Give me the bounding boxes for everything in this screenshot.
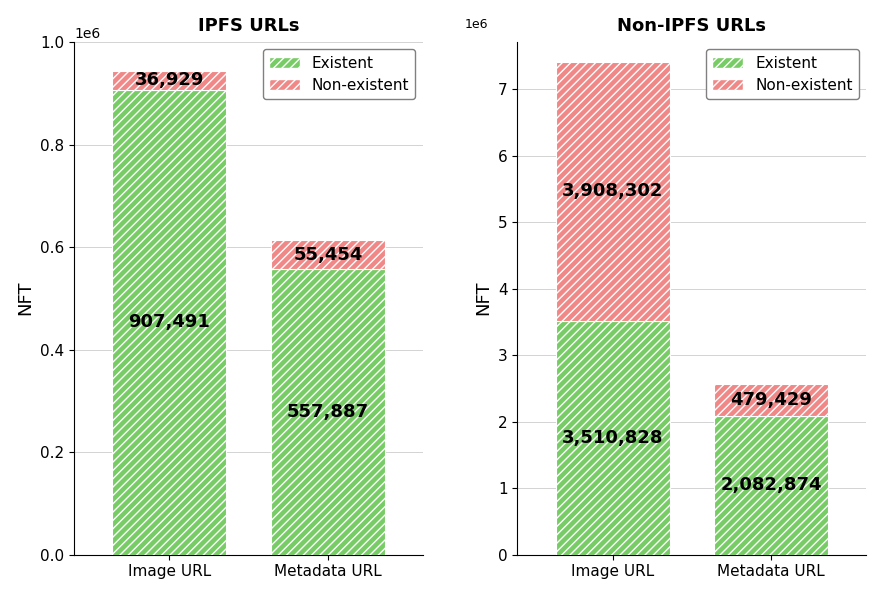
Text: 36,929: 36,929 [134,72,204,89]
Bar [714,416,828,555]
Text: 479,429: 479,429 [730,391,812,409]
Title: IPFS URLs: IPFS URLs [198,17,299,35]
Bar [271,269,385,555]
Bar [112,90,226,555]
Bar [555,61,669,321]
Y-axis label: NFT: NFT [17,281,34,315]
Text: 2,082,874: 2,082,874 [721,476,822,495]
Y-axis label: NFT: NFT [474,281,493,315]
Bar [271,240,385,269]
Text: 3,908,302: 3,908,302 [562,182,663,200]
Title: Non-IPFS URLs: Non-IPFS URLs [617,17,766,35]
Legend: Existent, Non-existent: Existent, Non-existent [706,49,858,100]
Bar [112,71,226,90]
Text: 1e6: 1e6 [464,18,488,30]
Text: 557,887: 557,887 [287,403,369,421]
Text: 907,491: 907,491 [128,313,210,331]
Bar [555,321,669,555]
Text: 55,454: 55,454 [293,246,363,263]
Legend: Existent, Non-existent: Existent, Non-existent [263,49,415,100]
Text: 3,510,828: 3,510,828 [562,429,663,447]
Bar [714,384,828,416]
